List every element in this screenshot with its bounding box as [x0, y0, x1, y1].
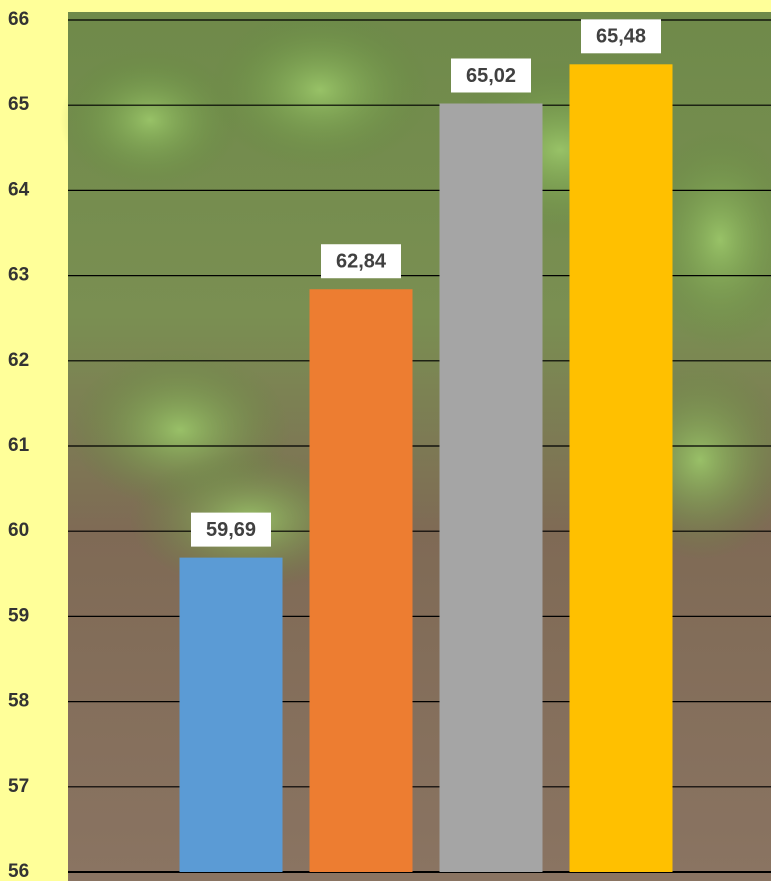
- y-tick-label: 56: [8, 861, 29, 881]
- value-label: 65,02: [466, 65, 516, 87]
- bar: [569, 64, 673, 872]
- y-tick-label: 60: [8, 520, 29, 541]
- value-label: 62,84: [336, 251, 387, 273]
- y-tick-label: 58: [8, 691, 29, 712]
- y-tick-label: 59: [8, 605, 29, 626]
- y-tick-label: 66: [8, 9, 29, 30]
- value-label-box: [581, 19, 661, 54]
- y-tick-label: 64: [8, 179, 30, 200]
- y-tick-label: 65: [8, 94, 30, 115]
- title-band: [68, 0, 758, 12]
- value-label-box: [451, 58, 531, 93]
- bar: [309, 289, 413, 872]
- value-label: 65,48: [596, 26, 646, 48]
- y-tick-label: 62: [8, 350, 29, 371]
- y-tick-label: 57: [8, 776, 29, 797]
- bar: [439, 103, 543, 873]
- y-tick-label: 61: [8, 435, 30, 456]
- value-label-box: [191, 512, 271, 547]
- value-label-box: [321, 244, 401, 279]
- value-label: 59,69: [206, 519, 256, 541]
- bar: [179, 557, 283, 872]
- y-tick-label: 63: [8, 265, 29, 286]
